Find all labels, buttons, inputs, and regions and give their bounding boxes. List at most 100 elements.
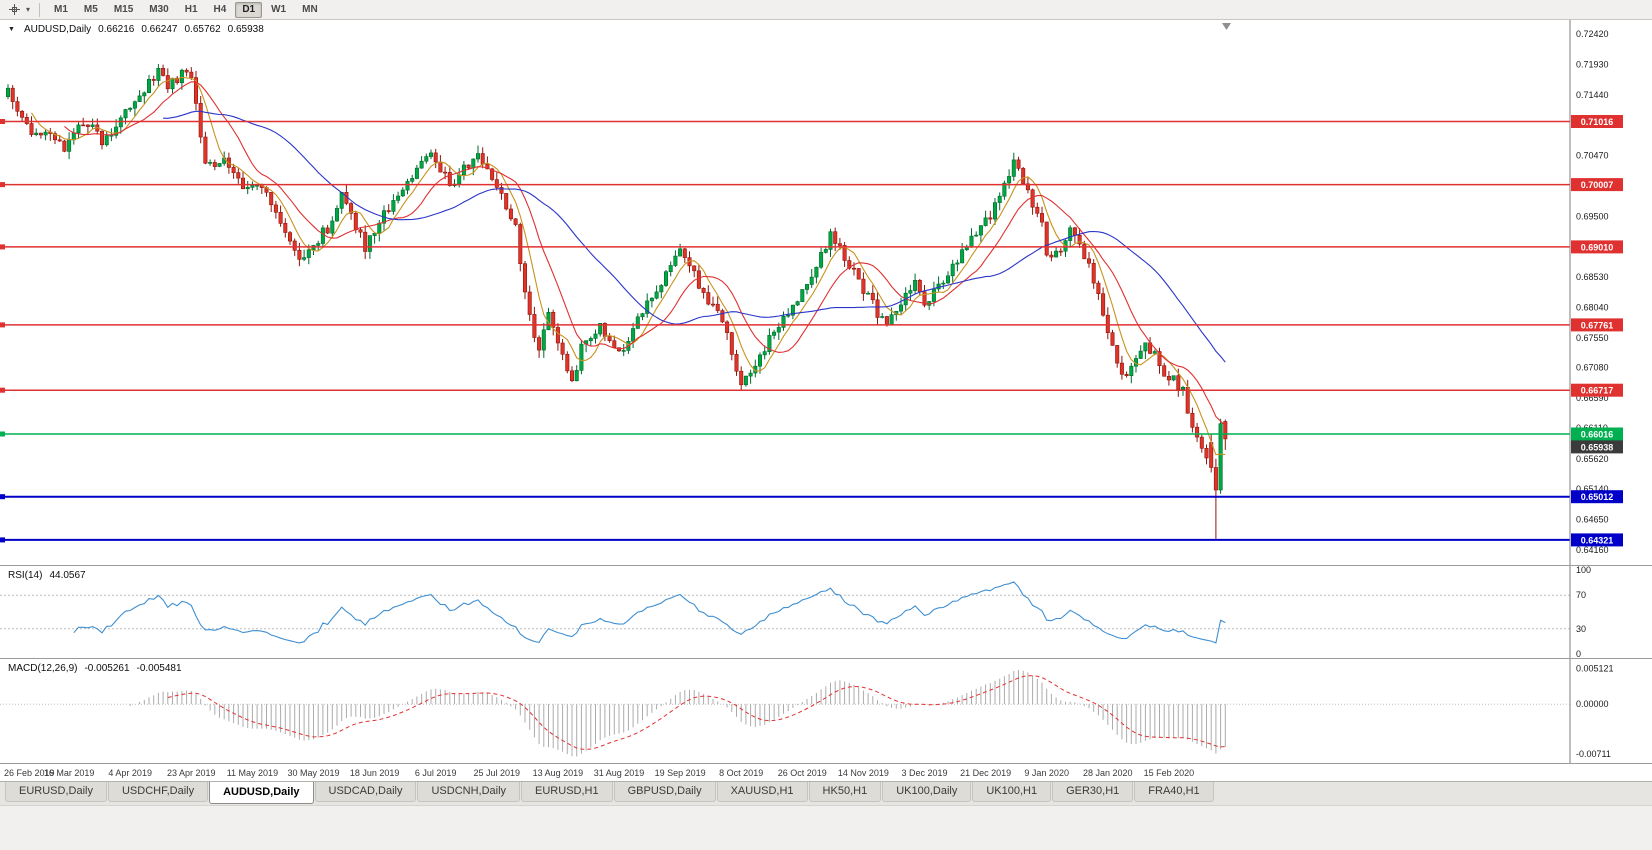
svg-text:0.68040: 0.68040: [1576, 303, 1609, 313]
ohlc-low: 0.65762: [184, 24, 221, 35]
timeframe-button-h4[interactable]: H4: [213, 3, 227, 15]
panel-splitter-macd[interactable]: [0, 658, 1652, 659]
bottom-filler: [0, 805, 1652, 850]
tab-eurusd-h1[interactable]: EURUSD,H1: [521, 782, 613, 802]
svg-text:0.65140: 0.65140: [1576, 484, 1609, 494]
svg-text:0.64650: 0.64650: [1576, 514, 1609, 524]
timeframe-buttons: M1 M5 M15 M30 H1 H4 D1 W1 MN: [46, 1, 326, 18]
date-label: 25 Jul 2019: [473, 768, 521, 778]
price-lines-group[interactable]: [0, 119, 1570, 543]
macd-label: MACD(12,26,9): [8, 663, 78, 674]
svg-text:0.66717: 0.66717: [1581, 386, 1614, 396]
timeframe-button-m15[interactable]: M15: [113, 3, 134, 15]
macd-value: -0.005261: [84, 663, 130, 674]
ohlc-close: 0.65938: [227, 24, 264, 35]
svg-text:0.64160: 0.64160: [1576, 545, 1609, 555]
macd-signal-line: [167, 675, 1226, 750]
date-label: 26 Oct 2019: [777, 768, 827, 778]
timeframe-button-m1[interactable]: M1: [54, 3, 68, 15]
svg-text:0.70470: 0.70470: [1576, 151, 1609, 161]
chart-ohlc-header: ▼ AUDUSD,Daily 0.66216 0.66247 0.65762 0…: [8, 24, 264, 35]
rsi-value: 44.0567: [49, 570, 86, 581]
svg-text:70: 70: [1576, 590, 1586, 600]
toolbar-separator: [39, 2, 40, 17]
main-chart-canvas[interactable]: 0.724200.719300.714400.709600.704700.699…: [0, 20, 1652, 565]
price-axis[interactable]: 0.724200.719300.714400.709600.704700.699…: [1569, 20, 1652, 565]
chevron-down-icon[interactable]: ▾: [25, 5, 30, 14]
ohlc-open: 0.66216: [98, 24, 135, 35]
timeframe-button-d1[interactable]: D1: [235, 1, 263, 18]
svg-text:0.67550: 0.67550: [1576, 333, 1609, 343]
chart-area: 0.724200.719300.714400.709600.704700.699…: [0, 20, 1652, 763]
tab-uk100-daily[interactable]: UK100,Daily: [882, 782, 972, 802]
toolbar: ▾ M1 M5 M15 M30 H1 H4 D1 W1 MN: [0, 0, 1652, 20]
date-label: 19 Sep 2019: [654, 768, 706, 778]
svg-text:0.69010: 0.69010: [1581, 242, 1614, 252]
rsi-levels: [0, 594, 1570, 630]
svg-text:30: 30: [1576, 624, 1586, 634]
rsi-label: RSI(14): [8, 570, 43, 581]
price-line-badges: 0.71016 0.70007 0.69010 0.67761 0.66717 0.660…: [1571, 115, 1623, 547]
date-label: 21 Dec 2019: [960, 768, 1012, 778]
date-label: 30 May 2019: [287, 768, 340, 778]
rsi-header: RSI(14) 44.0567: [8, 570, 86, 581]
rsi-line: [73, 581, 1226, 644]
tab-hk50-h1[interactable]: HK50,H1: [808, 782, 882, 802]
tab-usdcad-daily[interactable]: USDCAD,Daily: [314, 782, 417, 802]
tab-usdchf-daily[interactable]: USDCHF,Daily: [107, 782, 209, 802]
date-label: 8 Oct 2019: [719, 768, 764, 778]
collapse-icon[interactable]: ▼: [8, 26, 15, 33]
date-label: 4 Apr 2019: [108, 768, 152, 778]
tab-fra40-h1[interactable]: FRA40,H1: [1134, 782, 1214, 802]
date-label: 26 Feb 2019: [4, 768, 55, 778]
svg-text:0.71440: 0.71440: [1576, 90, 1609, 100]
date-label: 14 Nov 2019: [837, 768, 889, 778]
date-axis[interactable]: 26 Feb 2019 16 Mar 2019 4 Apr 2019 23 Apr 2…: [0, 763, 1652, 781]
date-label: 9 Jan 2020: [1024, 768, 1069, 778]
svg-text:0.70007: 0.70007: [1581, 180, 1614, 190]
svg-text:0.67761: 0.67761: [1581, 320, 1614, 330]
date-label: 6 Jul 2019: [414, 768, 457, 778]
tab-ger30-h1[interactable]: GER30,H1: [1052, 782, 1134, 802]
svg-text:-0.00711: -0.00711: [1576, 749, 1611, 759]
crosshair-icon: [8, 4, 20, 15]
macd-axis[interactable]: 0.005121 0.00000 -0.00711: [1569, 659, 1652, 763]
tab-usdcnh-daily[interactable]: USDCNH,Daily: [417, 782, 521, 802]
rsi-canvas[interactable]: 100 70 30 0: [0, 566, 1652, 658]
rsi-axis[interactable]: 100 70 30 0: [1569, 566, 1652, 658]
chart-tool-icon[interactable]: [5, 2, 23, 18]
tab-gbpusd-daily[interactable]: GBPUSD,Daily: [613, 782, 716, 802]
date-label: 15 Feb 2020: [1143, 768, 1195, 778]
svg-text:100: 100: [1576, 566, 1591, 575]
date-label: 13 Aug 2019: [532, 768, 584, 778]
timeframe-button-w1[interactable]: W1: [271, 3, 287, 15]
svg-text:0.69500: 0.69500: [1576, 211, 1609, 221]
panel-splitter-rsi[interactable]: [0, 565, 1652, 566]
candles-group: [6, 64, 1228, 539]
timeframe-button-h1[interactable]: H1: [184, 3, 198, 15]
macd-signal-value: -0.005481: [136, 663, 182, 674]
ma-lines-group: [31, 76, 1226, 456]
svg-text:0.66590: 0.66590: [1576, 393, 1609, 403]
ma-fast-line: [31, 76, 1226, 456]
ma-slow-line: [163, 110, 1226, 363]
ma-mid-line: [64, 81, 1226, 427]
ohlc-high: 0.66247: [141, 24, 178, 35]
timeframe-button-m5[interactable]: M5: [83, 3, 98, 15]
tab-eurusd-daily[interactable]: EURUSD,Daily: [5, 782, 107, 802]
svg-text:0.71016: 0.71016: [1581, 117, 1614, 127]
chart-shift-marker-icon: [1222, 23, 1231, 30]
tab-uk100-h1[interactable]: UK100,H1: [972, 782, 1052, 802]
date-label: 11 May 2019: [226, 768, 279, 778]
timeframe-button-m30[interactable]: M30: [149, 3, 169, 15]
tab-audusd-daily[interactable]: AUDUSD,Daily: [209, 782, 314, 804]
date-label: 23 Apr 2019: [167, 768, 216, 778]
macd-canvas[interactable]: 0.005121 0.00000 -0.00711: [0, 659, 1652, 763]
tab-xauusd-h1[interactable]: XAUUSD,H1: [716, 782, 808, 802]
macd-histogram: [129, 669, 1226, 757]
svg-text:0.72420: 0.72420: [1576, 29, 1609, 39]
date-label: 31 Aug 2019: [593, 768, 645, 778]
timeframe-button-mn[interactable]: MN: [302, 3, 318, 15]
svg-text:0.64321: 0.64321: [1581, 535, 1614, 545]
